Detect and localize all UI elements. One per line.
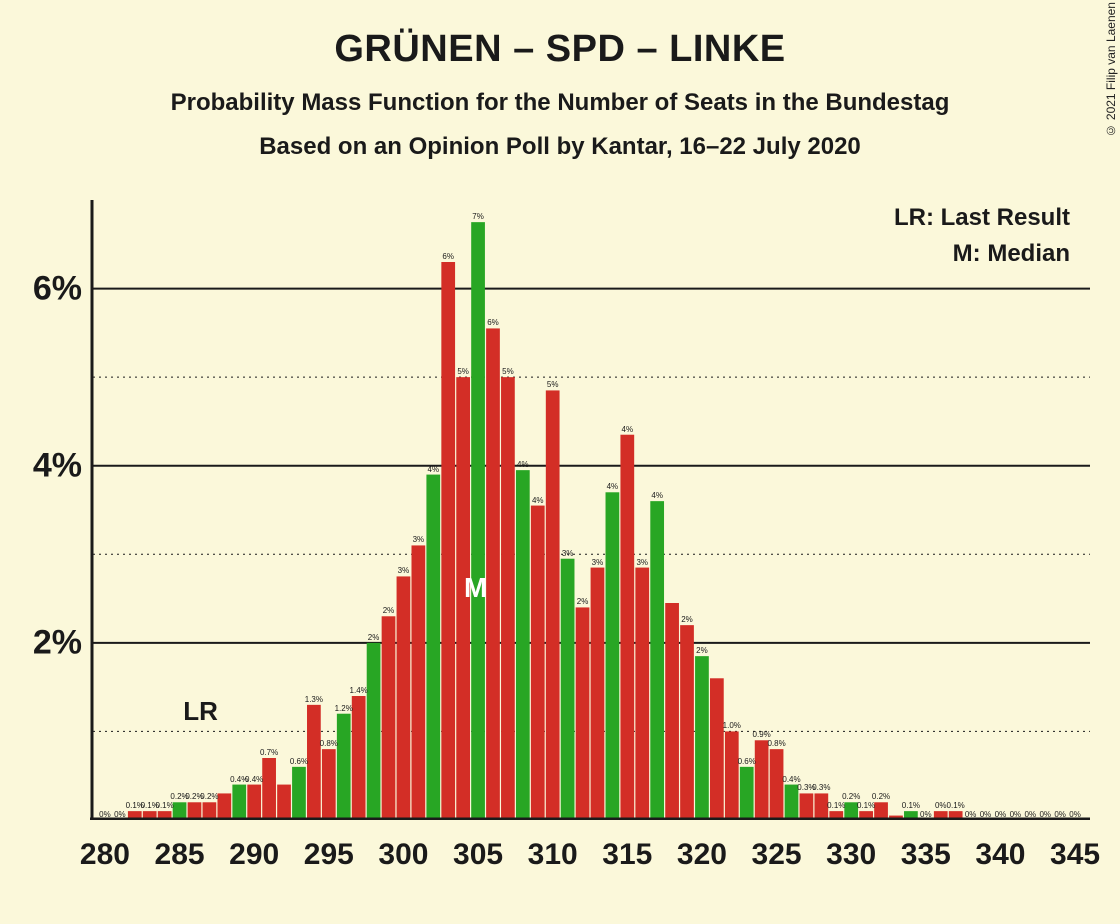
bar-value-label: 0.1% — [902, 801, 920, 810]
pmf-chart: LR: Last Result M: Median 2%4%6% 0%0%0.1… — [90, 200, 1090, 820]
bar-value-label: 3% — [562, 549, 574, 558]
bar-value-label: 4% — [607, 482, 619, 491]
plot-area — [90, 200, 1090, 820]
bar-value-label: 0% — [995, 810, 1007, 819]
bar-value-label: 0% — [935, 801, 947, 810]
bar-value-label: 0.2% — [842, 792, 860, 801]
bar-value-label: 5% — [547, 380, 559, 389]
bar-value-label: 2% — [681, 615, 693, 624]
bar-value-label: 1.2% — [335, 704, 353, 713]
bar-value-label: 2% — [577, 597, 589, 606]
x-tick-label: 280 — [80, 838, 130, 872]
bar-value-label: 0% — [1054, 810, 1066, 819]
bar-value-label: 0% — [1069, 810, 1081, 819]
bar-value-label: 1.4% — [350, 686, 368, 695]
legend-m: M: Median — [953, 240, 1070, 268]
bar-value-label: 2% — [383, 606, 395, 615]
bar-value-label: 3% — [413, 535, 425, 544]
bar-value-label: 0.8% — [767, 739, 785, 748]
bar-value-label: 4% — [651, 491, 663, 500]
bar-value-label: 0% — [1039, 810, 1051, 819]
bar-value-label: 0% — [99, 810, 111, 819]
bar-value-label: 0.1% — [827, 801, 845, 810]
median-annotation: M — [464, 572, 487, 604]
x-tick-label: 300 — [378, 838, 428, 872]
bar-value-label: 4% — [622, 425, 634, 434]
bar-value-label: 0% — [965, 810, 977, 819]
bar-value-label: 0.1% — [947, 801, 965, 810]
bar-value-label: 0.2% — [200, 792, 218, 801]
bar-value-label: 0% — [1025, 810, 1037, 819]
bar-value-label: 4% — [532, 496, 544, 505]
bar-value-label: 0.8% — [320, 739, 338, 748]
x-tick-label: 285 — [155, 838, 205, 872]
bar-value-label: 3% — [398, 566, 410, 575]
bar-value-label: 0% — [1010, 810, 1022, 819]
chart-subtitle-1: Probability Mass Function for the Number… — [0, 89, 1120, 117]
bar-value-label: 5% — [457, 367, 469, 376]
x-tick-label: 310 — [528, 838, 578, 872]
bar-value-label: 0.2% — [872, 792, 890, 801]
bar-value-label: 3% — [592, 558, 604, 567]
bar-value-label: 1.0% — [723, 721, 741, 730]
bar-value-label: 0.9% — [753, 730, 771, 739]
x-tick-label: 340 — [975, 838, 1025, 872]
bar-value-label: 0% — [114, 810, 126, 819]
bar-value-label: 0.1% — [156, 801, 174, 810]
x-tick-label: 290 — [229, 838, 279, 872]
bar-value-label: 0% — [980, 810, 992, 819]
bar-value-label: 4% — [517, 460, 529, 469]
x-tick-label: 330 — [826, 838, 876, 872]
x-tick-label: 295 — [304, 838, 354, 872]
bar-value-label: 0.6% — [290, 757, 308, 766]
x-tick-label: 345 — [1050, 838, 1100, 872]
y-tick-label: 6% — [33, 269, 82, 308]
y-tick-label: 4% — [33, 446, 82, 485]
bar-value-label: 0% — [920, 810, 932, 819]
bar-value-label: 7% — [472, 212, 484, 221]
chart-subtitle-2: Based on an Opinion Poll by Kantar, 16–2… — [0, 133, 1120, 161]
copyright-text: © 2021 Filip van Laenen — [1104, 2, 1118, 137]
bar-value-label: 2% — [368, 633, 380, 642]
x-tick-label: 320 — [677, 838, 727, 872]
lr-annotation: LR — [183, 696, 218, 727]
bar-value-label: 0.3% — [812, 783, 830, 792]
x-tick-label: 305 — [453, 838, 503, 872]
bar-value-label: 3% — [636, 558, 648, 567]
y-tick-label: 2% — [33, 623, 82, 662]
bar-value-label: 1.3% — [305, 695, 323, 704]
bar-value-label: 4% — [428, 465, 440, 474]
bar-value-label: 5% — [502, 367, 514, 376]
bar-value-label: 0.7% — [260, 748, 278, 757]
chart-title: GRÜNEN – SPD – LINKE — [0, 0, 1120, 71]
x-tick-label: 325 — [752, 838, 802, 872]
bar-value-label: 0.4% — [782, 775, 800, 784]
legend-lr: LR: Last Result — [894, 204, 1070, 232]
x-tick-label: 335 — [901, 838, 951, 872]
bar-value-label: 0.6% — [738, 757, 756, 766]
bar-value-label: 6% — [487, 318, 499, 327]
bar-value-label: 6% — [442, 252, 454, 261]
bar-value-label: 0.4% — [245, 775, 263, 784]
bar-value-label: 2% — [696, 646, 708, 655]
x-tick-label: 315 — [602, 838, 652, 872]
bar-value-label: 0.1% — [857, 801, 875, 810]
